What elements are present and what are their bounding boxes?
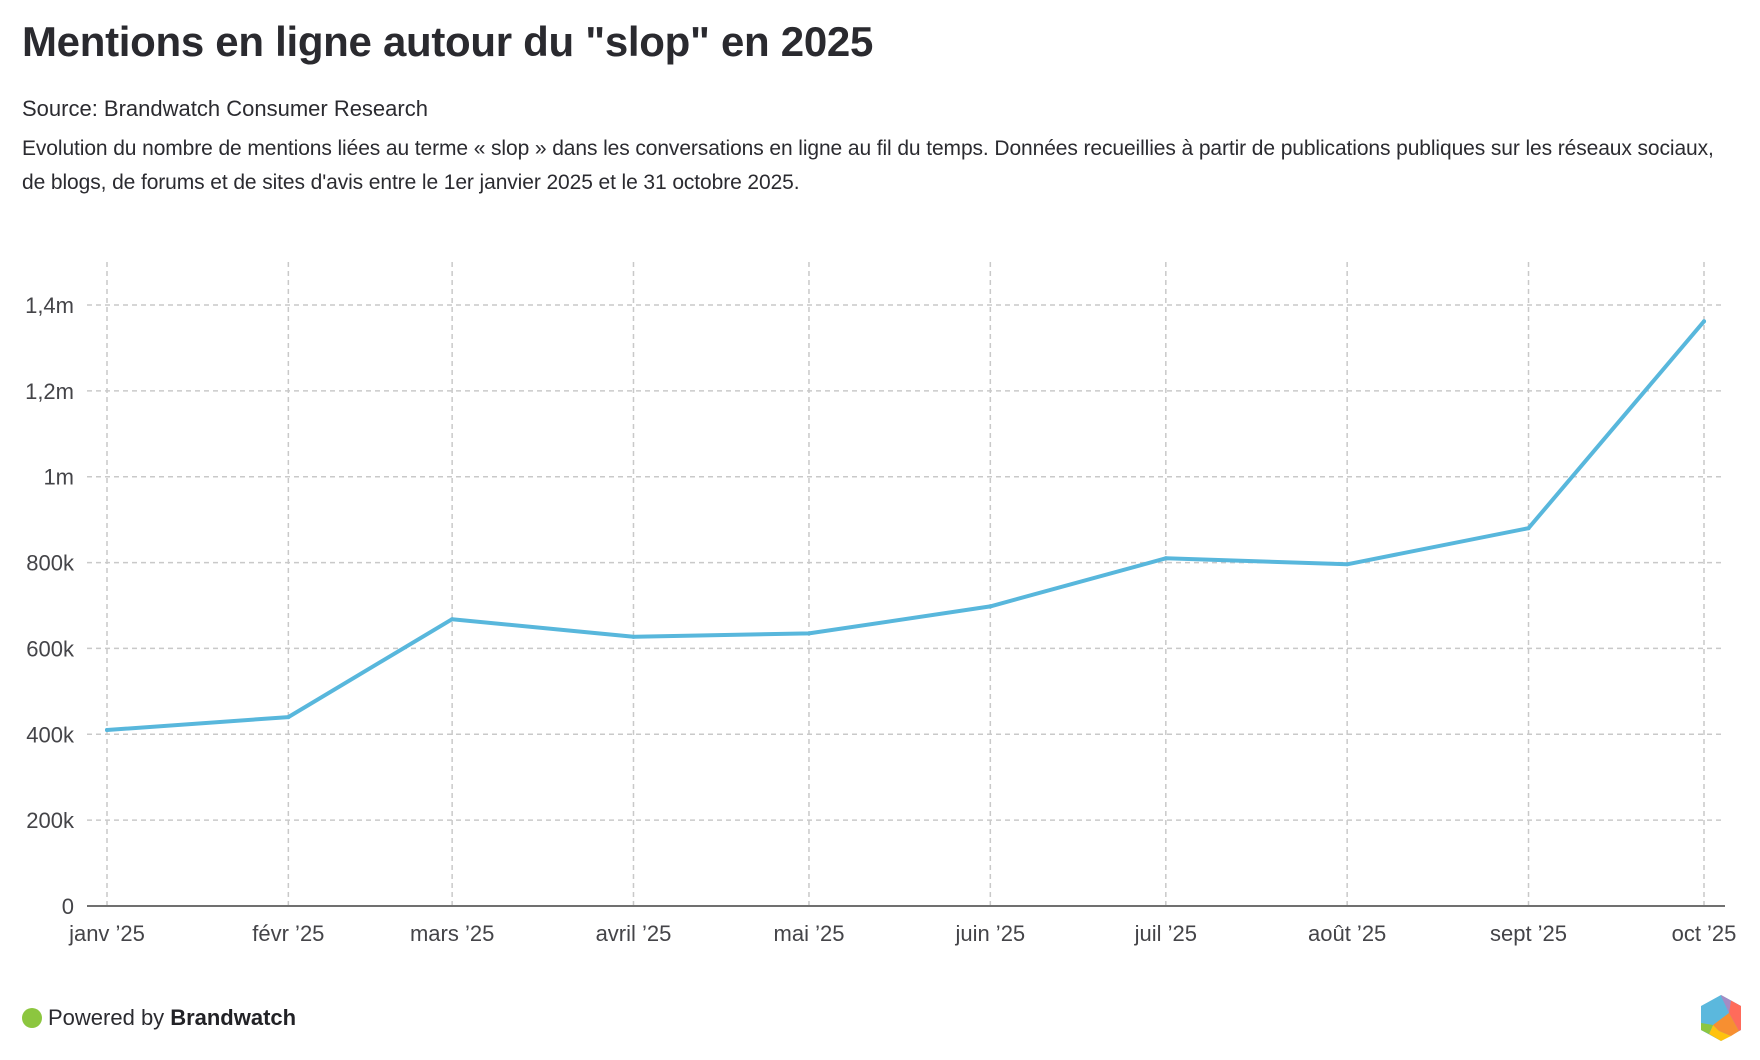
- data-point: [1345, 562, 1350, 567]
- data-point: [988, 604, 993, 609]
- data-point: [1163, 556, 1168, 561]
- brand-name: Brandwatch: [170, 1005, 297, 1030]
- status-dot-icon: [22, 1008, 42, 1028]
- y-tick-label: 400k: [26, 722, 75, 747]
- vertical-gridlines: [106, 262, 1705, 906]
- y-tick-label: 800k: [26, 551, 75, 576]
- x-tick-label: janv ’25: [68, 921, 145, 946]
- series-line: [105, 319, 1706, 732]
- data-point: [105, 727, 109, 732]
- x-tick-label: sept ’25: [1490, 921, 1567, 946]
- data-point: [631, 634, 636, 639]
- x-tick-label: févr ’25: [252, 921, 324, 946]
- powered-by-footer: Powered by Brandwatch: [22, 1005, 296, 1031]
- horizontal-gridlines: [87, 304, 1725, 821]
- data-point: [806, 631, 811, 636]
- y-tick-label: 600k: [26, 636, 75, 661]
- chart-description: Evolution du nombre de mentions liées au…: [22, 137, 1714, 194]
- y-tick-label: 1m: [43, 465, 74, 490]
- data-point: [1526, 526, 1531, 531]
- x-tick-label: mai ’25: [774, 921, 845, 946]
- x-tick-label: oct ’25: [1672, 921, 1737, 946]
- y-tick-label: 1,4m: [25, 293, 74, 318]
- data-point: [450, 617, 455, 622]
- x-tick-label: avril ’25: [596, 921, 672, 946]
- chart-title: Mentions en ligne autour du "slop" en 20…: [22, 18, 874, 65]
- x-axis-tick-labels: janv ’25 févr ’25 mars ’25 avril ’25 mai ’25…: [68, 921, 1736, 946]
- data-point: [286, 715, 291, 720]
- chart-source: Source: Brandwatch Consumer Research: [22, 96, 428, 121]
- y-axis-tick-labels: 0 200k 400k 600k 800k 1m 1,2m 1,4m: [25, 293, 75, 919]
- powered-by-text: Powered by: [48, 1005, 165, 1030]
- series-group: [105, 319, 1706, 732]
- x-tick-label: août ’25: [1308, 921, 1386, 946]
- y-tick-label: 0: [62, 894, 74, 919]
- x-tick-label: mars ’25: [410, 921, 494, 946]
- x-tick-label: juil ’25: [1134, 921, 1197, 946]
- y-tick-label: 200k: [26, 808, 75, 833]
- brandwatch-logo-icon: [1701, 995, 1741, 1041]
- y-tick-label: 1,2m: [25, 379, 74, 404]
- data-point: [1702, 319, 1706, 324]
- x-tick-label: juin ’25: [954, 921, 1025, 946]
